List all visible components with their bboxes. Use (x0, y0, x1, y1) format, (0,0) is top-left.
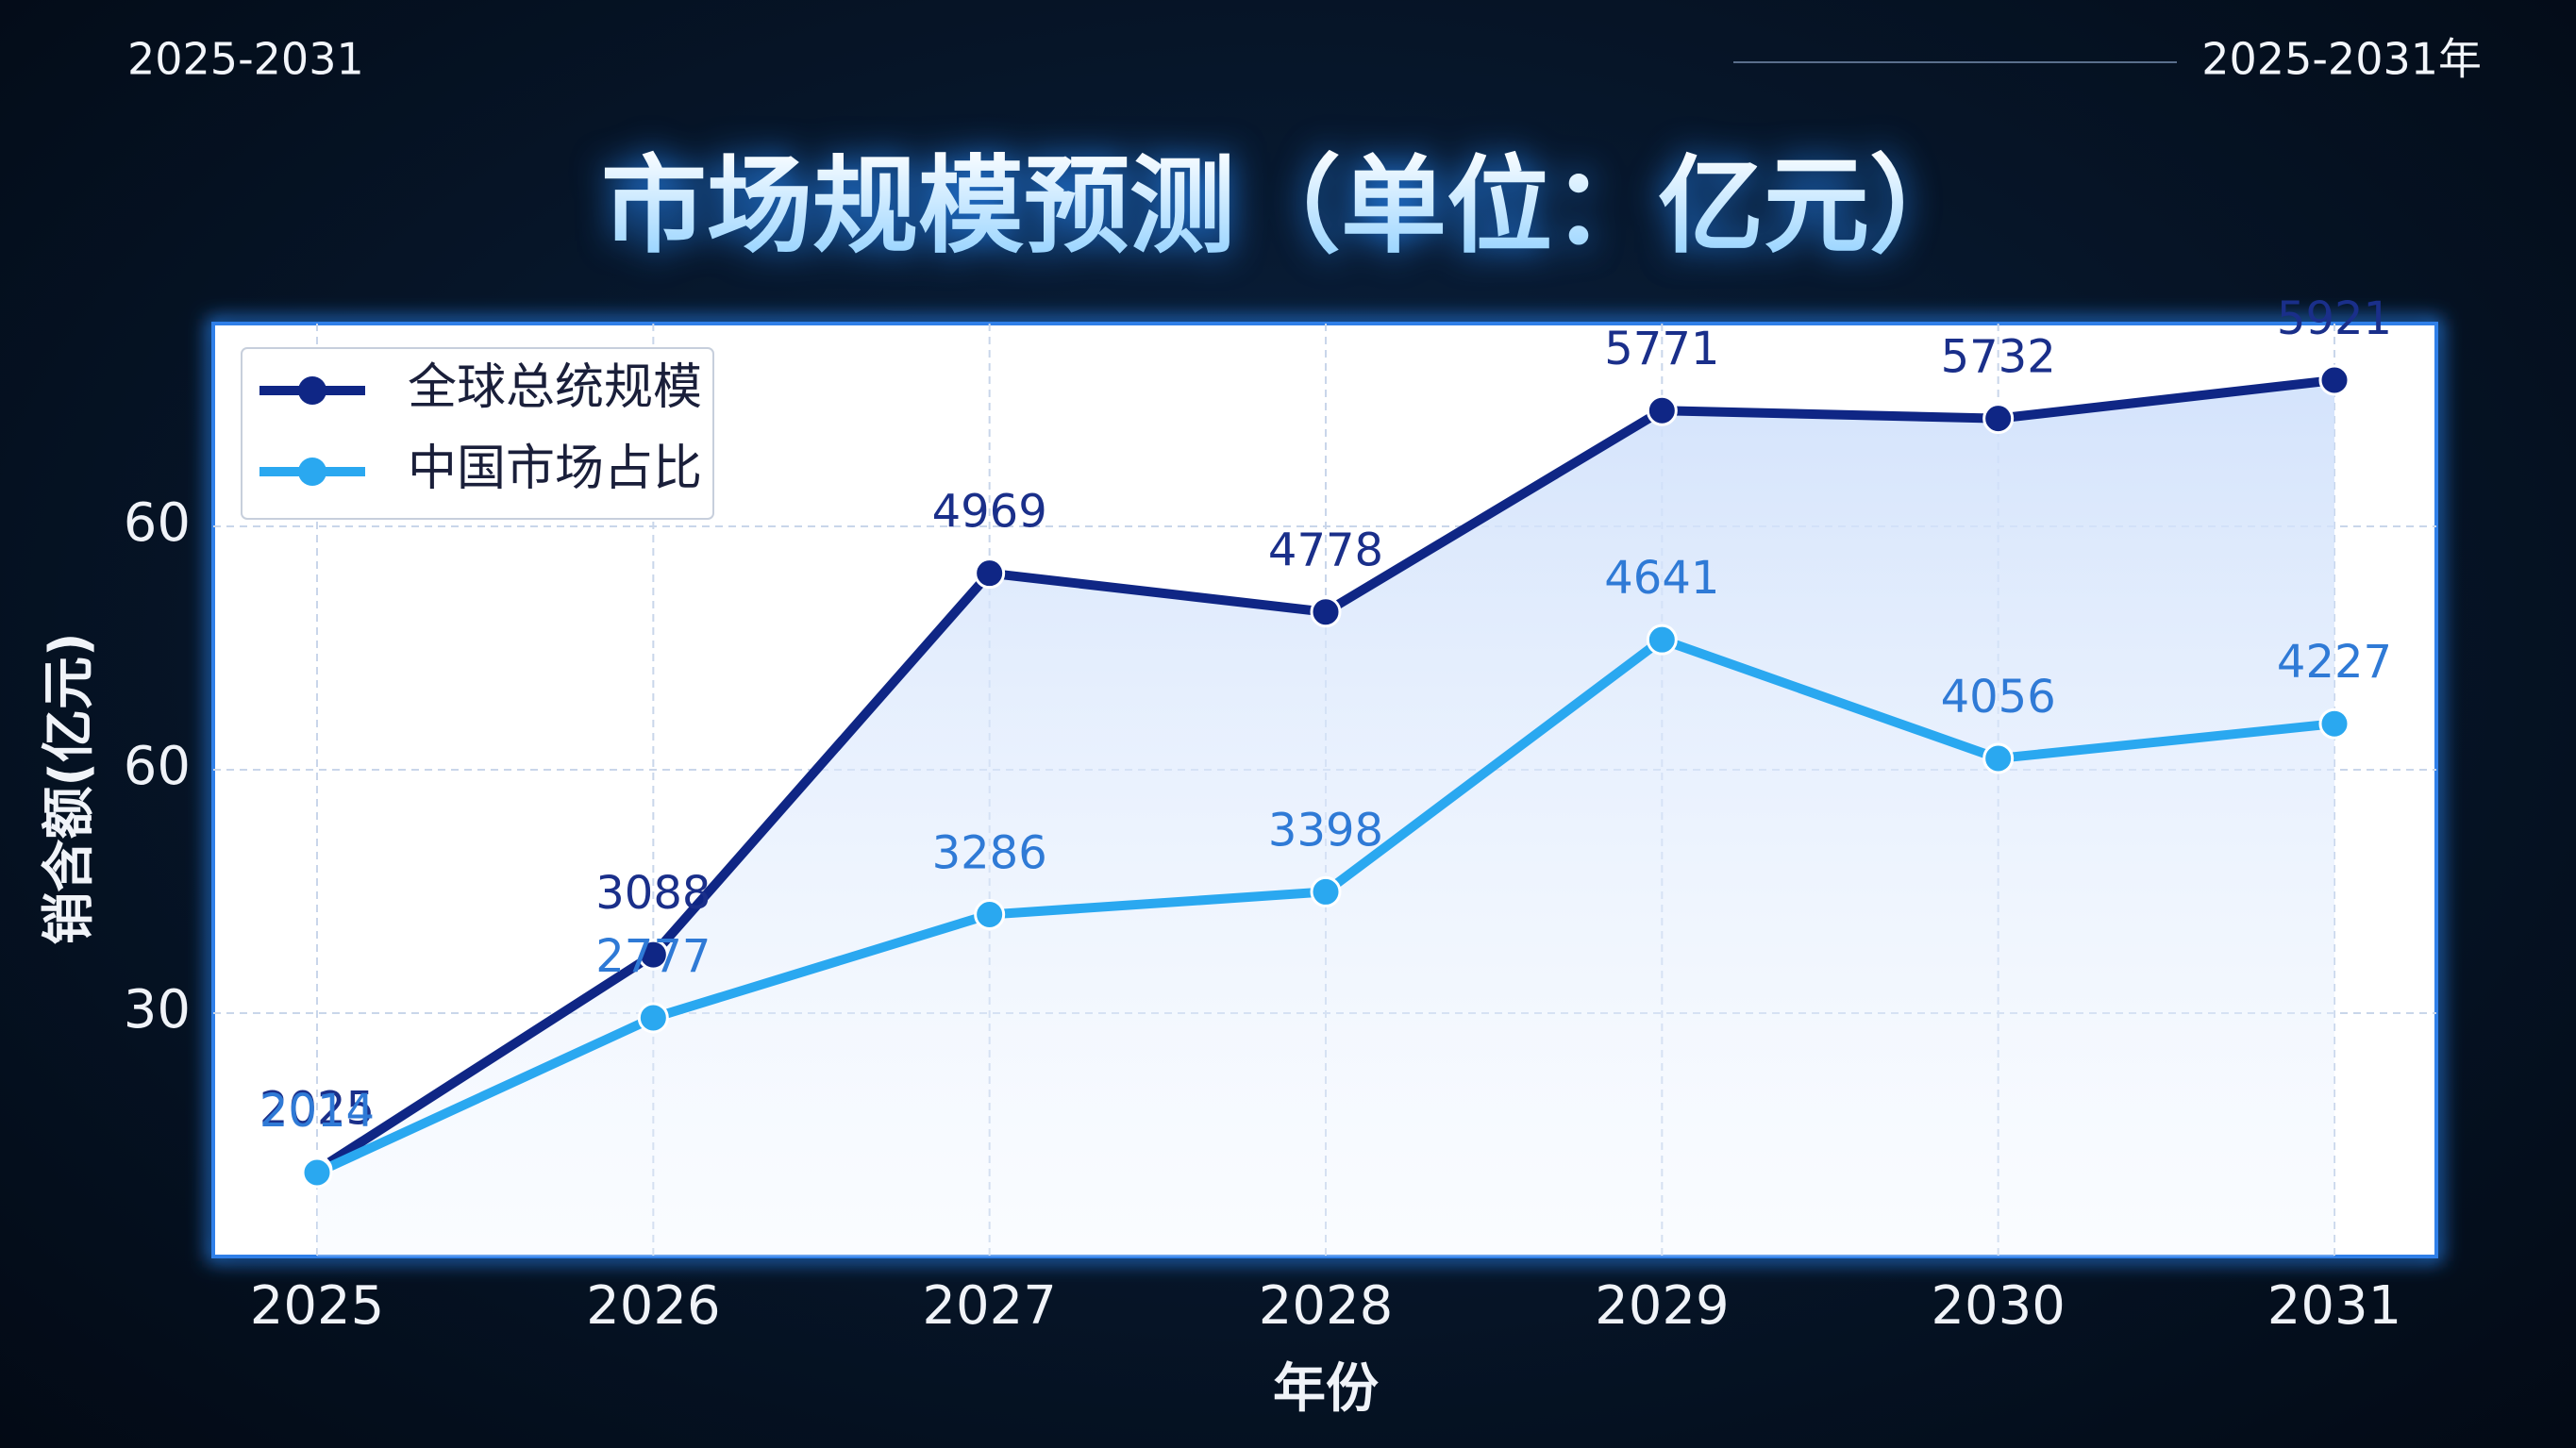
legend-marker (298, 458, 326, 486)
data-label: 4641 (1604, 552, 1719, 605)
data-point (1646, 624, 1678, 656)
header-left: 2025-2031 (127, 34, 364, 85)
x-tick-label: 2030 (1931, 1275, 2066, 1337)
y-tick-label: 60 (124, 492, 191, 554)
data-label: 3286 (932, 827, 1047, 880)
x-tick-label: 2031 (2267, 1275, 2402, 1337)
chart-title: 市场规模预测（单位：亿元） (601, 145, 1975, 268)
data-label: 4227 (2277, 636, 2392, 689)
data-point (1310, 596, 1342, 628)
x-tick-label: 2027 (922, 1275, 1057, 1337)
data-label: 4056 (1941, 671, 2056, 724)
data-point (637, 1002, 669, 1034)
data-label: 2777 (595, 930, 711, 983)
x-tick-label: 2029 (1595, 1275, 1730, 1337)
data-point (301, 1157, 333, 1189)
data-label: 4969 (932, 486, 1047, 539)
data-point (2318, 707, 2350, 740)
data-label: 5771 (1604, 323, 1719, 375)
header-right: 2025-2031年 (2201, 34, 2482, 85)
data-point (2318, 364, 2350, 396)
y-tick-label: 30 (124, 979, 191, 1040)
data-label: 5921 (2277, 292, 2392, 345)
plot: 30 60 60 2025 2026 2027 2028 2029 2030 2031 2025 30… (124, 292, 2436, 1337)
y-axis-label: 销含额(亿元) (39, 632, 100, 944)
data-point (1310, 875, 1342, 907)
data-point (974, 558, 1006, 590)
data-label: 2014 (259, 1085, 375, 1138)
y-tick-label: 60 (124, 736, 191, 797)
data-label: 5732 (1941, 331, 2056, 384)
data-point (1982, 742, 2015, 774)
data-point (1646, 394, 1678, 426)
x-tick-label: 2025 (250, 1275, 385, 1337)
x-axis-label: 年份 (1273, 1358, 1379, 1420)
legend-label: 中国市场占比 (408, 441, 702, 497)
x-tick-label: 2026 (586, 1275, 721, 1337)
data-label: 4778 (1268, 524, 1383, 577)
legend-label: 全球总统规模 (408, 359, 702, 416)
data-label: 3088 (595, 867, 711, 920)
data-point (1982, 403, 2015, 435)
data-point (637, 939, 669, 971)
data-label: 2025 (259, 1083, 375, 1136)
legend-marker (298, 376, 326, 405)
area-fill (317, 379, 2334, 1257)
data-point (974, 899, 1006, 931)
data-label: 3398 (1268, 804, 1383, 857)
x-tick-label: 2028 (1259, 1275, 1394, 1337)
